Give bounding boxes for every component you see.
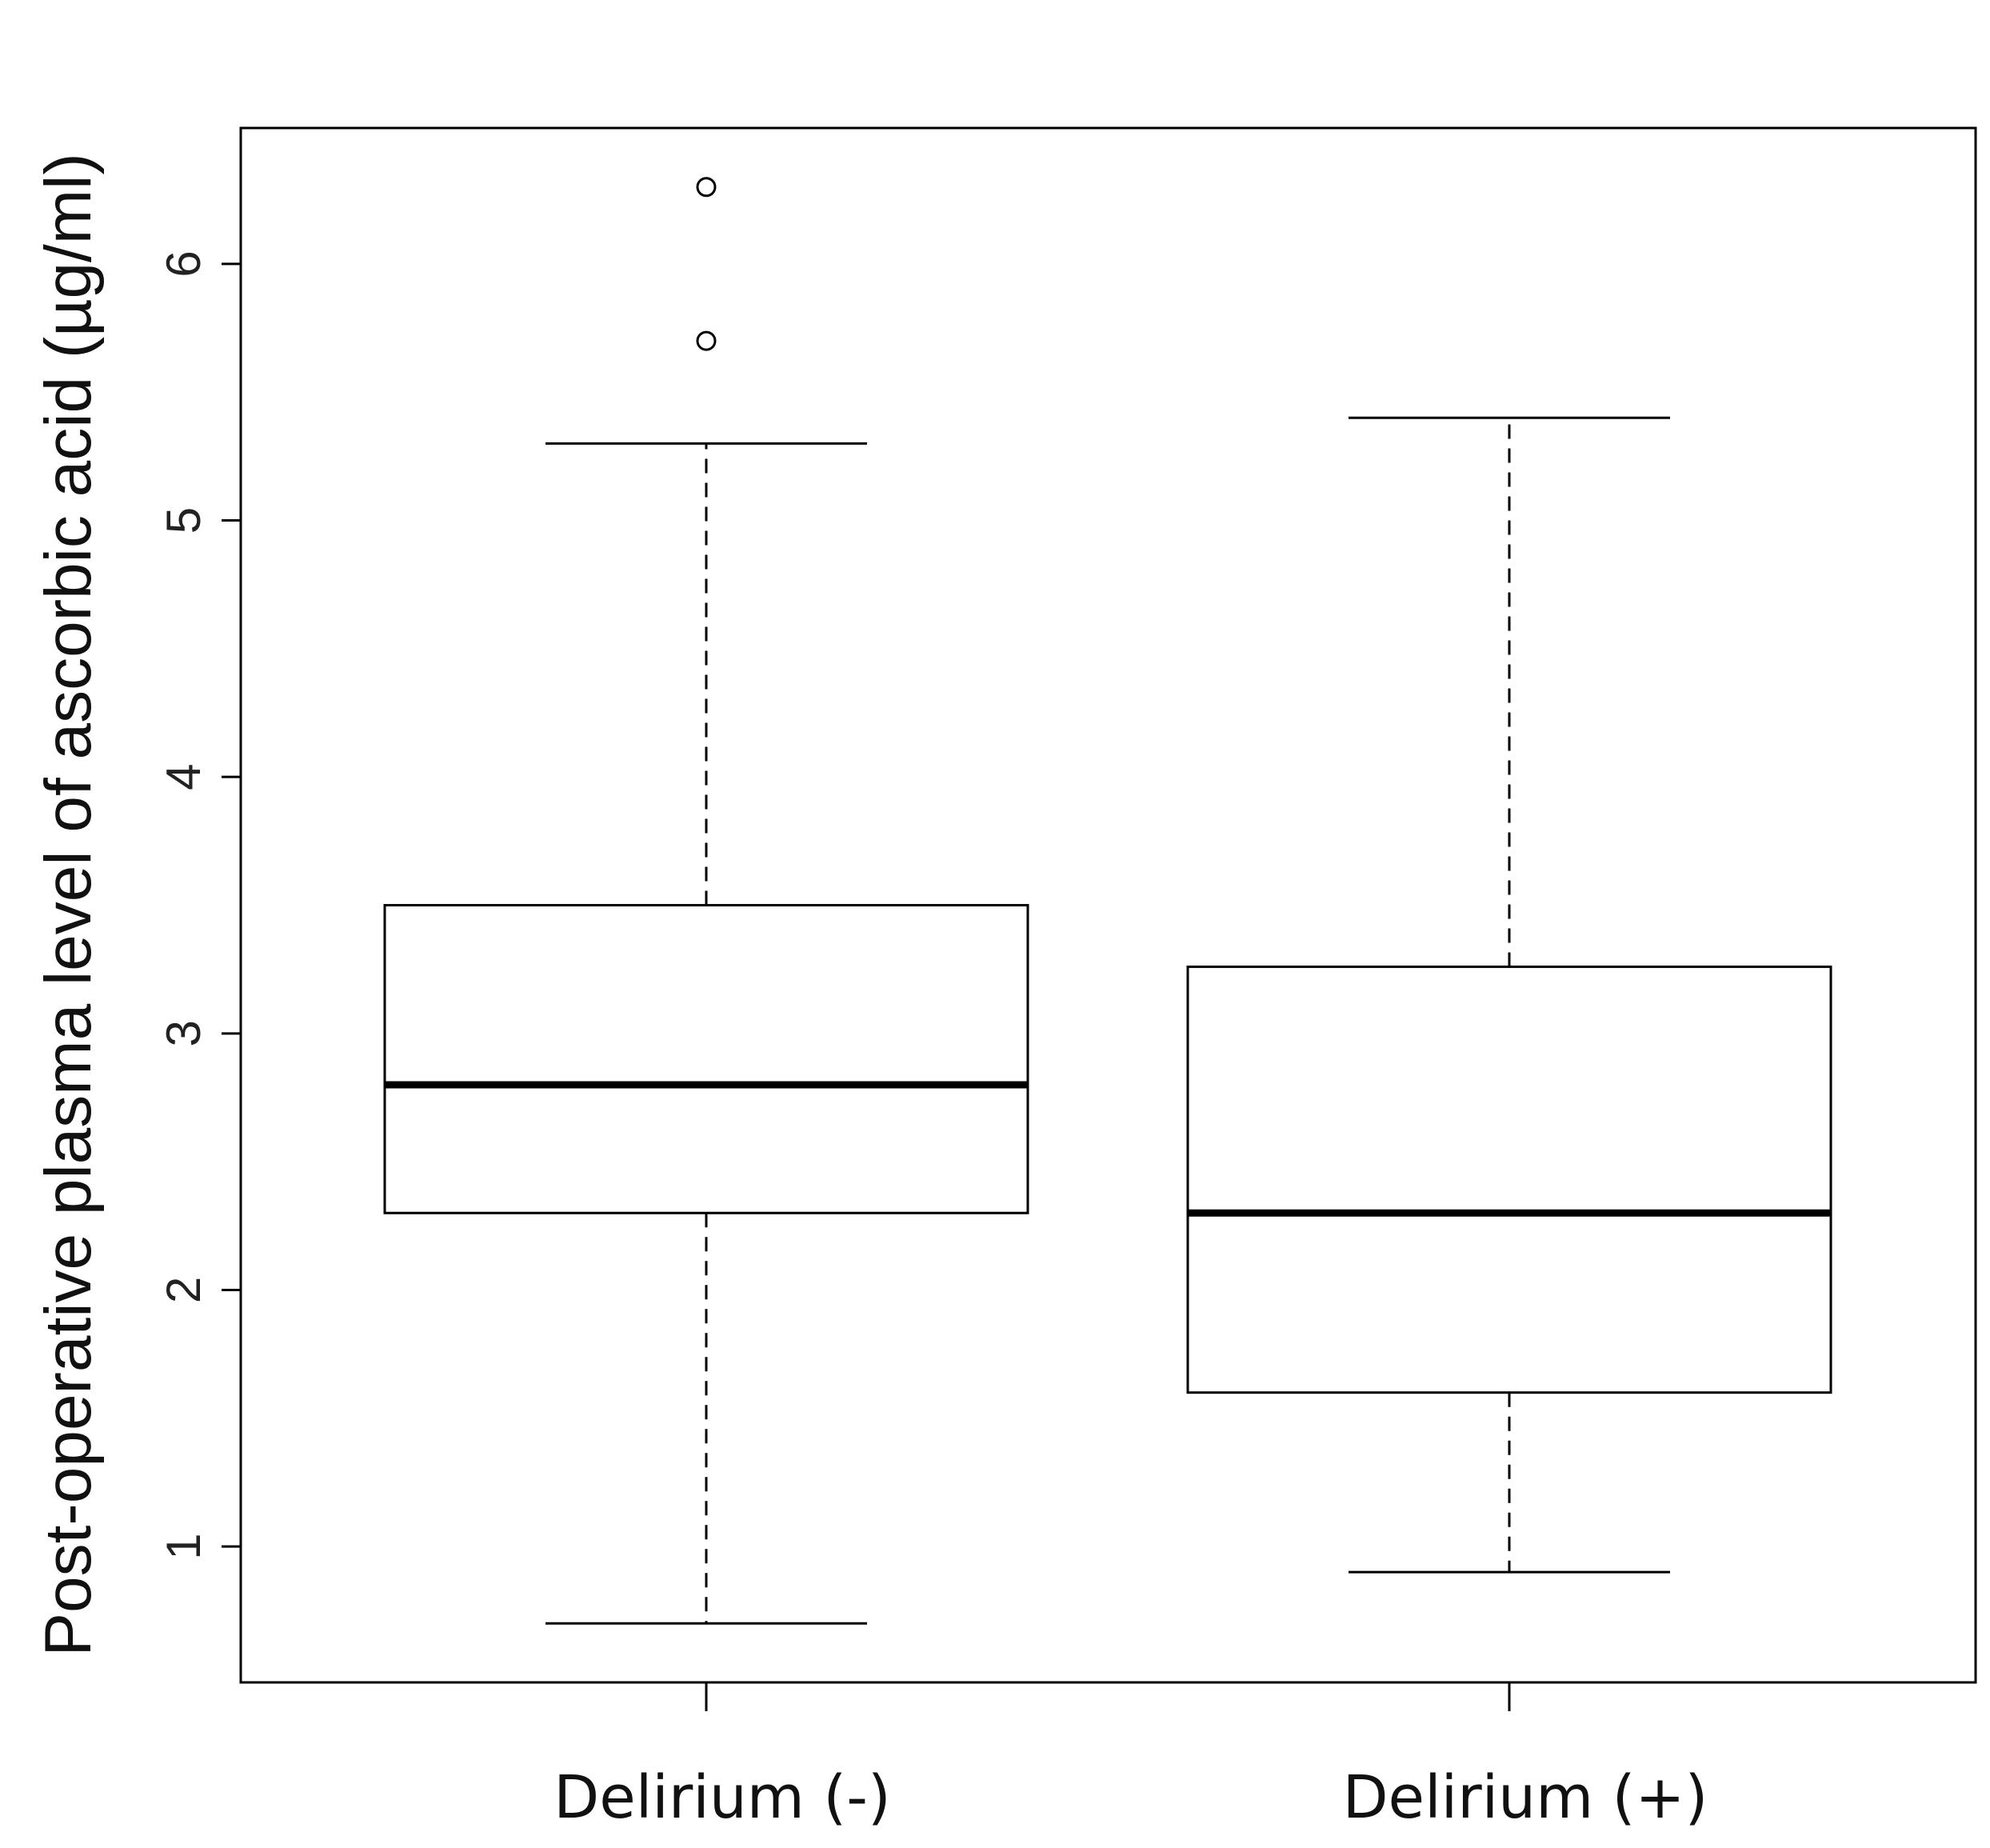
y-tick-label: 2 <box>157 1277 210 1303</box>
box-iqr <box>383 904 1029 1214</box>
x-tick-label: Delirium (-) <box>553 1763 891 1832</box>
y-tick-label: 3 <box>157 1020 210 1046</box>
y-axis: 1 2 3 4 5 6 <box>157 250 241 1560</box>
box-group <box>1186 416 1832 1574</box>
y-tick-label: 5 <box>157 507 210 534</box>
y-tick-label: 4 <box>157 763 210 790</box>
box-iqr <box>1186 965 1832 1394</box>
outlier-point <box>696 330 717 351</box>
x-tick-label: Delirium (+) <box>1343 1763 1708 1832</box>
boxes <box>383 177 1832 1625</box>
plot-frame <box>239 126 1977 1684</box>
box-group <box>383 177 1029 1625</box>
y-axis-title: Post-operative plasma level of ascorbic … <box>32 153 105 1656</box>
x-axis: Delirium (-) Delirium (+) <box>553 1682 1708 1832</box>
y-tick-label: 1 <box>157 1533 210 1559</box>
y-tick-label: 6 <box>157 250 210 277</box>
outlier-point <box>696 177 717 198</box>
